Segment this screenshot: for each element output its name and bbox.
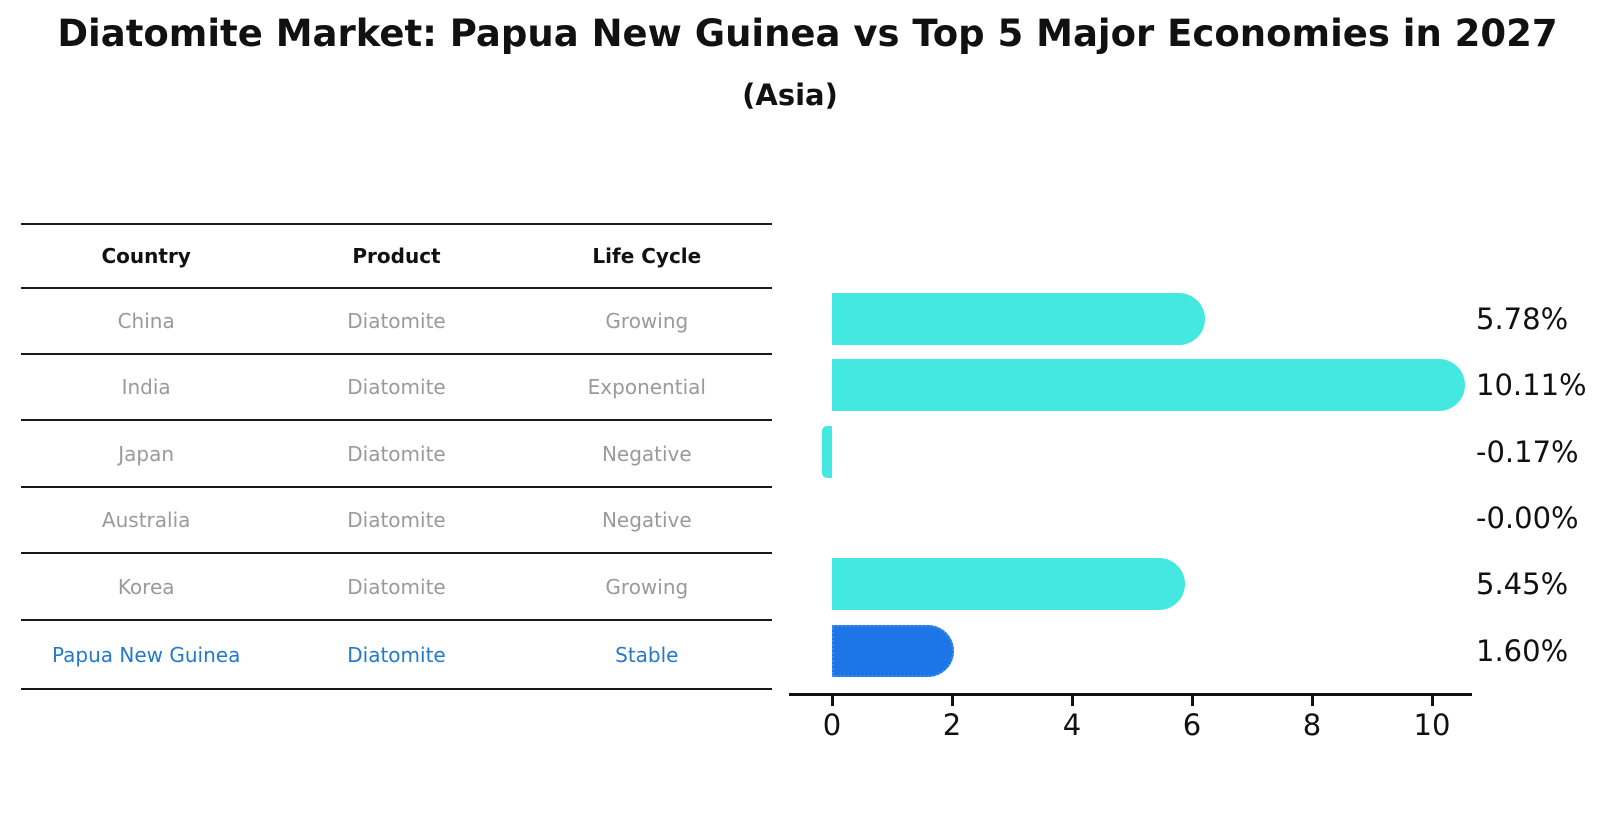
cell-life-cycle: Growing bbox=[605, 309, 689, 333]
value-label-korea: 5.45% bbox=[1476, 567, 1569, 601]
cell-life-cycle: Negative bbox=[601, 441, 692, 466]
x-axis-tick-label: 4 bbox=[1062, 708, 1082, 742]
table-row-papua-new-guinea: Papua New Guinea Diatomite Stable bbox=[21, 621, 772, 690]
col-header-product: Product bbox=[352, 244, 441, 268]
x-axis-tick-label: 0 bbox=[822, 708, 842, 742]
chart-subtitle: (Asia) bbox=[742, 78, 838, 112]
cell-life-cycle: Negative bbox=[601, 508, 692, 532]
bar-japan bbox=[821, 426, 832, 478]
x-axis-tick bbox=[950, 696, 954, 706]
cell-product: Diatomite bbox=[347, 642, 446, 667]
cell-country: China bbox=[117, 309, 175, 333]
bar-china bbox=[832, 293, 1205, 345]
chart-title: Diatomite Market: Papua New Guinea vs To… bbox=[57, 12, 1558, 55]
x-axis-line bbox=[789, 693, 1472, 696]
bar-korea bbox=[832, 558, 1185, 610]
x-axis-tick-label: 8 bbox=[1302, 708, 1322, 742]
cell-product: Diatomite bbox=[347, 309, 446, 333]
cell-product: Diatomite bbox=[347, 574, 446, 599]
x-axis-tick-label: 10 bbox=[1413, 708, 1451, 742]
x-axis-tick bbox=[1310, 696, 1314, 706]
cell-product: Diatomite bbox=[347, 441, 446, 466]
table-row-japan: Japan Diatomite Negative bbox=[21, 421, 772, 488]
bar-india bbox=[832, 359, 1465, 411]
x-axis-tick bbox=[1070, 696, 1074, 706]
x-axis-tick-label: 2 bbox=[942, 708, 962, 742]
cell-country: Papua New Guinea bbox=[51, 642, 241, 667]
table-row-korea: Korea Diatomite Growing bbox=[21, 554, 772, 621]
x-axis-tick bbox=[830, 696, 834, 706]
x-axis-tick-label: 6 bbox=[1182, 708, 1202, 742]
bar-papua-new-guinea bbox=[832, 625, 954, 677]
x-axis-tick bbox=[1430, 696, 1434, 706]
value-label-papua-new-guinea: 1.60% bbox=[1476, 634, 1569, 668]
cell-country: Korea bbox=[117, 574, 175, 599]
cell-country: Australia bbox=[101, 508, 191, 532]
x-axis-tick bbox=[1190, 696, 1194, 706]
cell-life-cycle: Stable bbox=[615, 642, 679, 667]
value-label-india: 10.11% bbox=[1476, 368, 1587, 402]
cell-product: Diatomite bbox=[347, 508, 446, 532]
cell-product: Diatomite bbox=[347, 375, 446, 399]
table-row-australia: Australia Diatomite Negative bbox=[21, 488, 772, 554]
cell-life-cycle: Exponential bbox=[587, 375, 706, 399]
cell-country: India bbox=[121, 375, 171, 399]
table-row-india: India Diatomite Exponential bbox=[21, 355, 772, 421]
value-label-japan: -0.17% bbox=[1476, 435, 1579, 469]
value-label-china: 5.78% bbox=[1476, 302, 1569, 336]
country-table: Country Product Life Cycle China Diatomi… bbox=[21, 223, 772, 690]
value-label-australia: -0.00% bbox=[1476, 501, 1579, 535]
col-header-life-cycle: Life Cycle bbox=[592, 244, 702, 268]
cell-country: Japan bbox=[118, 441, 175, 466]
col-header-country: Country bbox=[101, 244, 191, 268]
table-row-china: China Diatomite Growing bbox=[21, 289, 772, 355]
table-header-row: Country Product Life Cycle bbox=[21, 225, 772, 289]
cell-life-cycle: Growing bbox=[605, 574, 689, 599]
